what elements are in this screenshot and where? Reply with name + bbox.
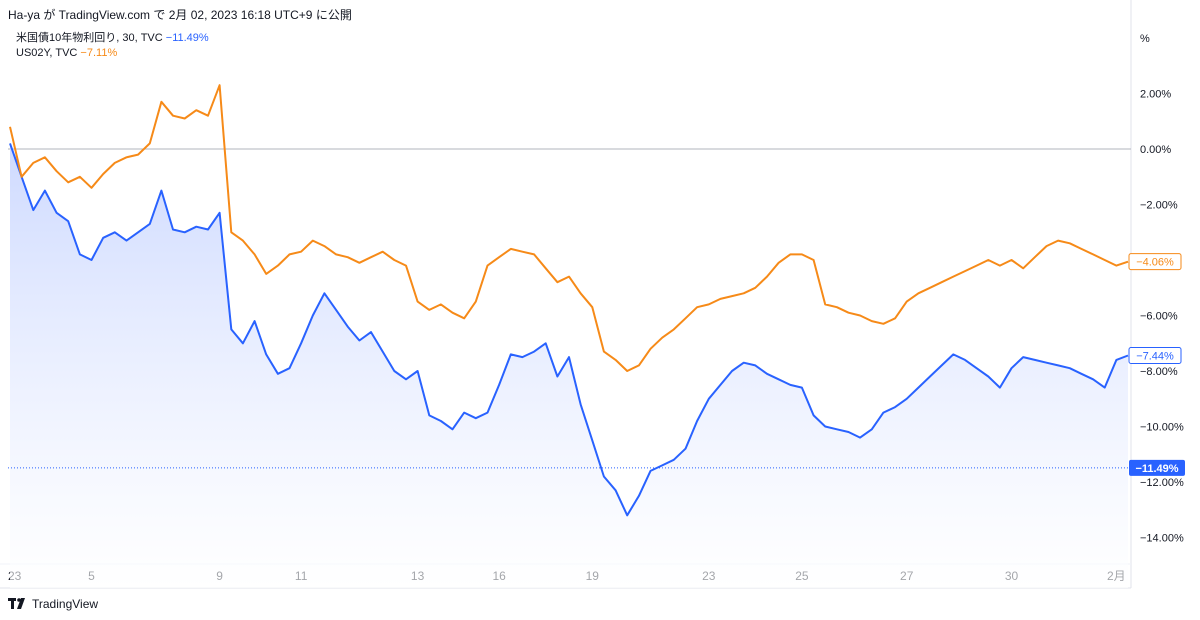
y-tick-label: −12.00% — [1140, 477, 1184, 489]
y-tick-label: 2.00% — [1140, 89, 1171, 101]
legend-row-us10y[interactable]: 米国債10年物利回り, 30, TVC −11.49% — [16, 31, 209, 46]
y-tick-label: −6.00% — [1140, 311, 1178, 323]
series-line-us10y[interactable] — [9, 143, 1129, 517]
reference-label: −11.49% — [1135, 463, 1178, 475]
legend-series-change: −11.49% — [165, 32, 209, 44]
footer: TradingView — [8, 597, 98, 611]
y-tick-label: 0.00% — [1140, 144, 1171, 156]
last-value-label: −4.06% — [1136, 257, 1174, 269]
tradingview-logo-icon — [8, 598, 25, 609]
legend-series-name: US02Y, TVC — [16, 47, 78, 59]
legend-series-name: 米国債10年物利回り, 30, TVC — [16, 32, 163, 44]
legend: 米国債10年物利回り, 30, TVC −11.49% US02Y, TVC −… — [16, 31, 209, 61]
reference-label-box — [1129, 459, 1185, 476]
y-tick-label: −10.00% — [1140, 422, 1184, 434]
legend-series-change: −7.11% — [80, 47, 118, 59]
y-tick-label: −8.00% — [1140, 366, 1178, 378]
footer-brand: TradingView — [32, 597, 99, 611]
last-value-box — [1128, 346, 1182, 364]
legend-row-us02y[interactable]: US02Y, TVC −7.11% — [16, 46, 209, 61]
y-axis-title: % — [1140, 33, 1150, 45]
series-line-us02y[interactable] — [9, 84, 1129, 372]
publish-info: Ha-ya が TradingView.com で 2月 02, 2023 16… — [8, 8, 352, 22]
last-value-label: −7.44% — [1136, 350, 1174, 362]
series-area-0 — [10, 143, 1128, 588]
last-value-box — [1128, 253, 1182, 271]
y-tick-label: −2.00% — [1140, 200, 1178, 212]
y-tick-label: −14.00% — [1140, 533, 1184, 545]
